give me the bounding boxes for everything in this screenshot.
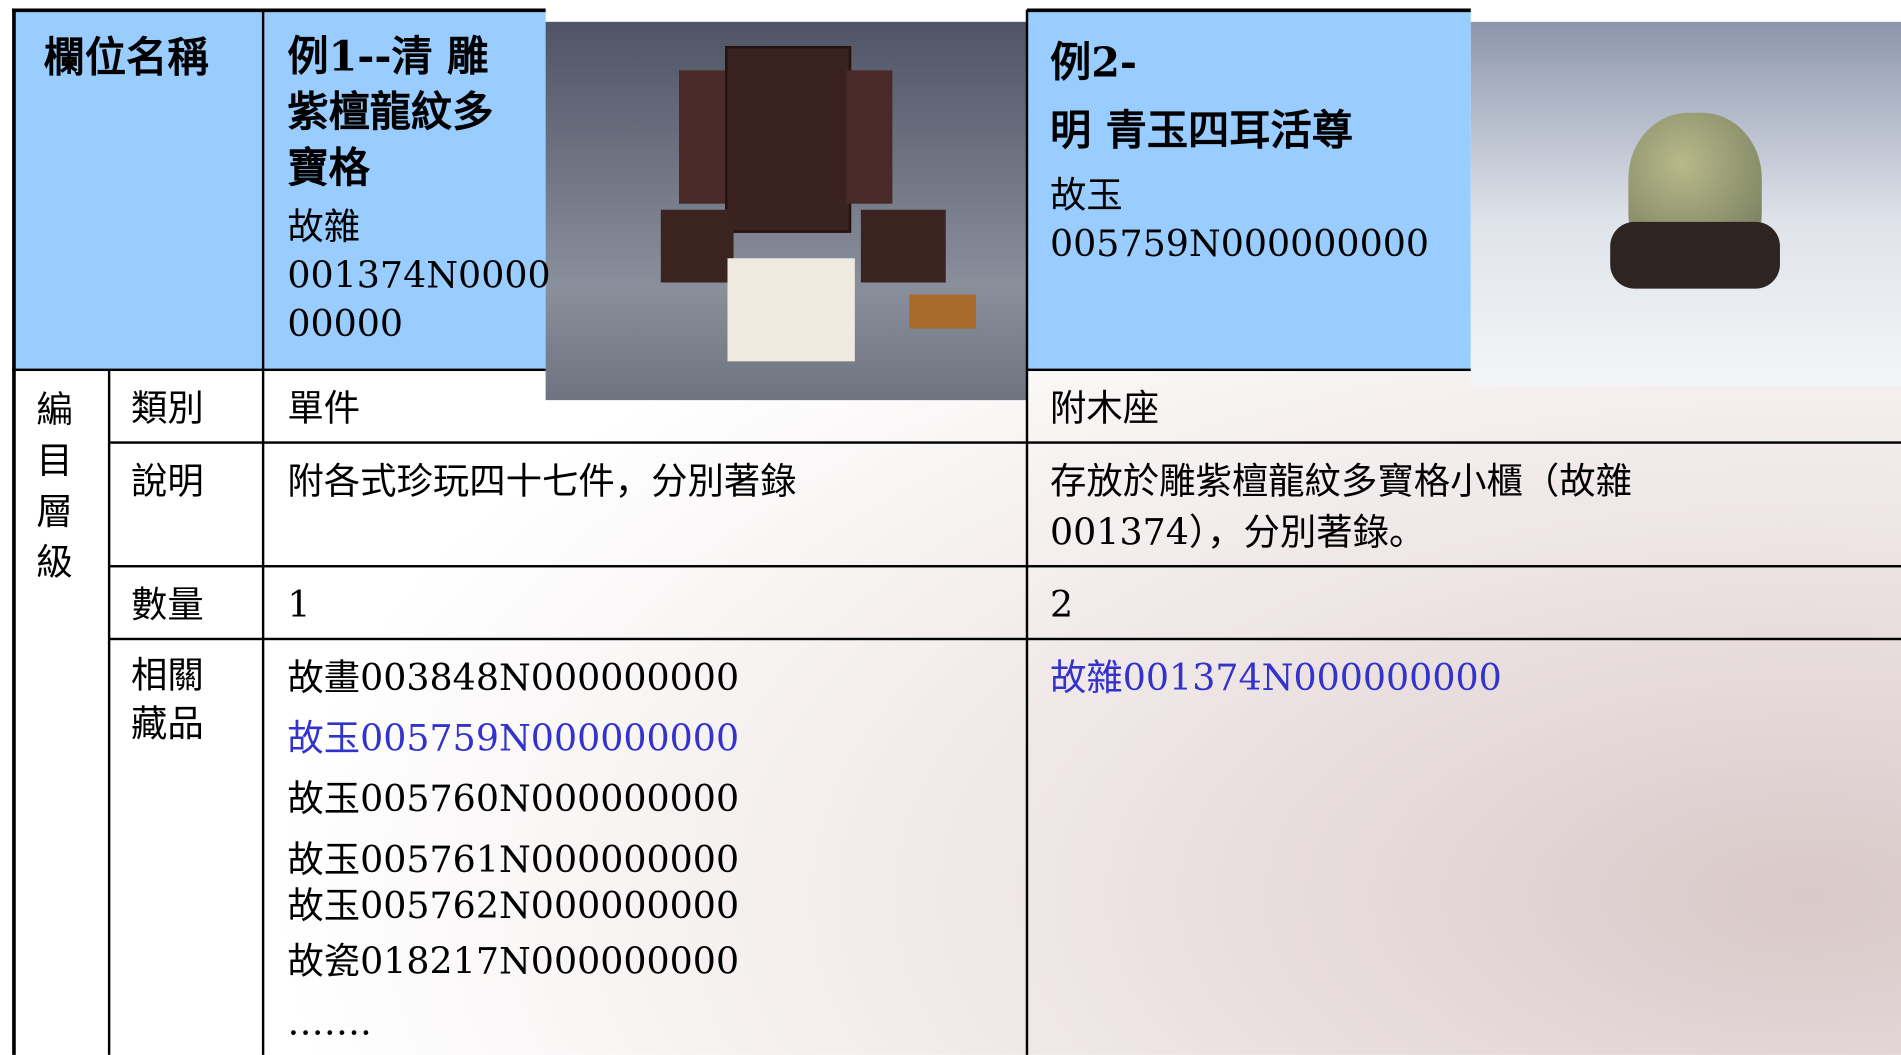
id-line: 00000 [287, 303, 404, 346]
related-item: 故玉005761N000000000 [287, 839, 740, 882]
cell-line: 存放於雕紫檀龍紋多寶格小櫃（故雜 [1050, 460, 1633, 504]
example-1-header: 例1--清 雕紫檀龍紋多寶格故雜 001374N0000 00000 [287, 29, 550, 349]
cell-line: 附各式珍玩四十七件，分別著錄 [287, 460, 797, 504]
related-list: 故畫003848N000000000 故玉005759N000000000 故玉00… [287, 649, 739, 1054]
related-item: 故玉005760N000000000 [287, 778, 740, 821]
id-line: 001374N0000 [287, 254, 551, 298]
cell-line: 附木座 [1050, 388, 1160, 431]
related-item: 故玉005762N000000000 [287, 885, 740, 928]
row-label: 說明 [130, 460, 204, 504]
label-line: 藏品 [130, 703, 204, 746]
row-label: 類別 [130, 388, 204, 431]
related-list: 故雜001374N000000000 [1050, 649, 1502, 710]
photo-cabinet [545, 21, 1027, 401]
id-line: 故雜 [287, 206, 361, 249]
related-item[interactable]: 故雜001374N000000000 [1050, 657, 1502, 700]
header-cell [12, 9, 264, 370]
related-label: 相關 藏品 [131, 652, 204, 749]
cell: 1 [287, 581, 310, 632]
header-cell [1026, 9, 1471, 370]
title-line: 紫檀龍紋多 [287, 88, 494, 138]
cell-line: 2 [1050, 584, 1074, 627]
id-line: 005759N000000000 [1050, 223, 1430, 266]
example-2-header: 例2- 明 青玉四耳活尊故玉 005759N000000000 [1050, 29, 1429, 269]
group-label: 編目層級 [36, 389, 73, 585]
photo-jade [1470, 21, 1901, 386]
cell: 存放於雕紫檀龍紋多寶格小櫃（故雜 001374），分別著錄。 [1050, 457, 1632, 559]
cell-line: 1 [287, 584, 311, 627]
cell: 2 [1050, 581, 1073, 632]
header-cell [263, 9, 546, 370]
cell-line: 單件 [287, 388, 361, 431]
related-item: ……. [287, 1001, 372, 1044]
related-item[interactable]: 故玉005759N000000000 [287, 717, 740, 761]
id-line: 故玉 [1050, 174, 1123, 218]
title-line: 寶格 [287, 144, 370, 193]
title-line: 例2- [1050, 38, 1138, 88]
label-line: 相關 [130, 654, 204, 698]
cell: 附木座 [1050, 384, 1159, 435]
related-item: 故瓷018217N000000000 [287, 940, 740, 984]
cell: 單件 [287, 384, 360, 435]
title-line: 例1--清 雕 [287, 32, 489, 82]
title-line: 明 青玉四耳活尊 [1050, 106, 1353, 156]
field-name-heading: 欄位名稱 [43, 33, 209, 83]
cell: 附各式珍玩四十七件，分別著錄 [287, 457, 796, 508]
cell-line: 001374），分別著錄。 [1050, 511, 1426, 555]
row-label: 數量 [130, 584, 204, 627]
related-item: 故畫003848N000000000 [287, 657, 740, 700]
